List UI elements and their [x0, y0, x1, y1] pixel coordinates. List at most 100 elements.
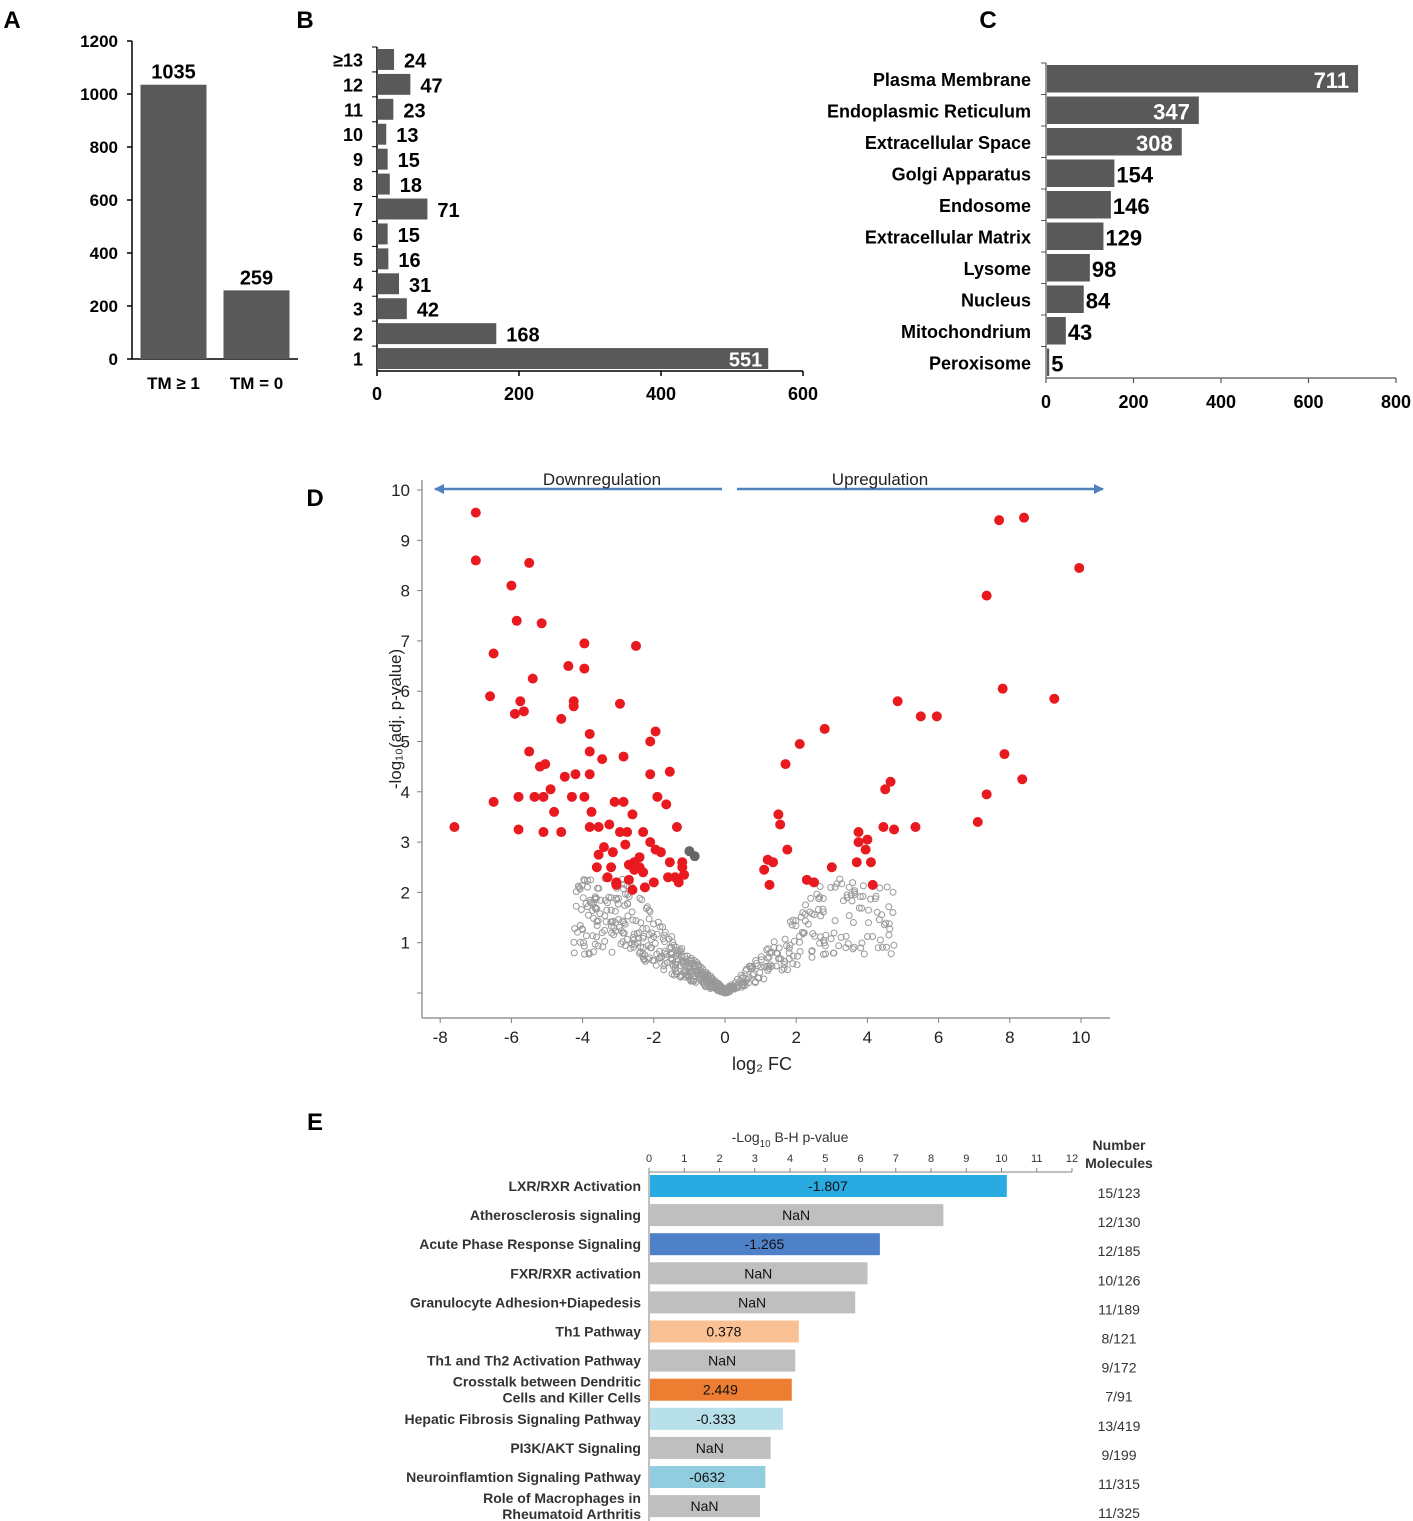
ns-point: [660, 931, 668, 939]
ns-point: [597, 896, 605, 904]
ns-point: [719, 985, 727, 992]
sig-point: [782, 844, 793, 855]
ns-point: [581, 950, 589, 958]
x-tick-label: 8: [1005, 1028, 1014, 1047]
sig-point: [867, 879, 878, 890]
sig-point: [584, 728, 595, 739]
bar-value-label: 42: [417, 300, 439, 322]
pathway-molecules: 11/315: [1098, 1476, 1140, 1492]
ns-point: [786, 941, 794, 949]
y-tick-label: 1: [401, 934, 410, 953]
ns-point: [594, 917, 602, 925]
sig-point: [931, 711, 942, 722]
ns-point: [584, 877, 591, 884]
ns-point: [858, 939, 866, 947]
x-tick-label: 0: [720, 1028, 729, 1047]
pathway-bar: [650, 1233, 880, 1256]
y-tick-label: Plasma Membrane: [873, 70, 1031, 90]
ns-point: [612, 927, 620, 935]
ns-point: [650, 920, 658, 928]
ns-point: [624, 912, 632, 920]
ns-point: [815, 895, 823, 903]
bar-value-label: 13: [396, 125, 418, 147]
sig-point: [677, 862, 688, 873]
pathway-name: LXR/RXR Activation: [509, 1178, 642, 1194]
bar: [1047, 191, 1111, 219]
y-tick-label: 1200: [80, 32, 118, 51]
x-tick-label: 10: [995, 1153, 1007, 1165]
sig-point: [773, 809, 784, 820]
ns-point: [576, 938, 584, 946]
ns-point: [637, 919, 645, 927]
x-tick-label: 4: [863, 1028, 872, 1047]
pathway-name: Granulocyte Adhesion+Diapedesis: [410, 1294, 641, 1310]
sig-point: [880, 784, 891, 795]
bar: [1047, 96, 1199, 124]
y-tick-label: 8: [353, 175, 363, 195]
ns-point: [798, 928, 806, 936]
x-tick-label: 0: [646, 1153, 652, 1165]
sig-point: [910, 822, 921, 833]
ns-point: [601, 937, 609, 945]
ns-point: [772, 962, 780, 970]
sig-point: [664, 857, 675, 868]
x-axis-label: -Log10 B-H p-value: [732, 1129, 849, 1150]
ns-point: [757, 953, 765, 961]
sig-point: [570, 769, 581, 780]
sig-point: [515, 696, 526, 707]
ns-point: [819, 895, 827, 902]
ns-point: [572, 902, 580, 910]
ns-point: [577, 906, 585, 913]
bar: [1047, 222, 1104, 250]
x-tick-label: 7: [893, 1153, 899, 1165]
sig-point: [663, 872, 674, 883]
ns-point: [747, 963, 755, 971]
bar-value-label: 23: [403, 100, 425, 122]
y-tick-label: Extracellular Matrix: [865, 227, 1031, 247]
ns-point: [827, 935, 835, 943]
x-tick-label: 2: [716, 1153, 722, 1165]
ns-point: [764, 945, 772, 953]
ns-point: [645, 931, 653, 939]
ns-point: [793, 961, 801, 969]
ns-point: [810, 911, 818, 919]
bar-value-label: 84: [1086, 288, 1111, 313]
sig-point: [915, 711, 926, 722]
sig-point: [673, 877, 684, 888]
ns-point: [686, 966, 694, 974]
ns-point: [878, 911, 886, 919]
x-axis-label: log₂ FC: [732, 1054, 792, 1074]
sig-point: [597, 754, 608, 765]
pathway-molecules: 12/185: [1098, 1243, 1141, 1259]
bar: [1047, 65, 1359, 93]
ns-point: [690, 977, 698, 985]
sig-point: [540, 759, 551, 770]
ns-point: [879, 943, 886, 951]
sig-point: [679, 869, 690, 880]
x-tick-label: -8: [433, 1028, 448, 1047]
y-tick-label: 600: [90, 191, 118, 210]
pathway-molecules: 10/126: [1098, 1272, 1141, 1288]
bar-value-label: 347: [1153, 99, 1190, 124]
ns-point: [843, 891, 851, 899]
ns-point: [830, 929, 838, 937]
sig-point: [579, 638, 590, 649]
y-tick-label: 3: [353, 300, 363, 320]
sig-point: [638, 827, 649, 838]
ns-point: [607, 906, 615, 914]
pathway-zscore-label: -1.265: [745, 1236, 785, 1252]
sig-point: [593, 822, 604, 833]
ns-point: [672, 960, 680, 968]
sig-point: [591, 862, 602, 873]
y-tick-label: 2: [353, 325, 363, 345]
sig-point: [549, 806, 560, 817]
sig-point: [488, 796, 499, 807]
x-tick-label: 1: [681, 1153, 687, 1165]
x-tick-label: 600: [1293, 392, 1323, 412]
ns-point: [859, 892, 867, 900]
sig-point: [997, 683, 1008, 694]
pathway-zscore-label: -0.333: [696, 1411, 736, 1427]
ns-point: [629, 916, 637, 924]
sig-point: [671, 822, 682, 833]
ns-point: [612, 894, 620, 902]
